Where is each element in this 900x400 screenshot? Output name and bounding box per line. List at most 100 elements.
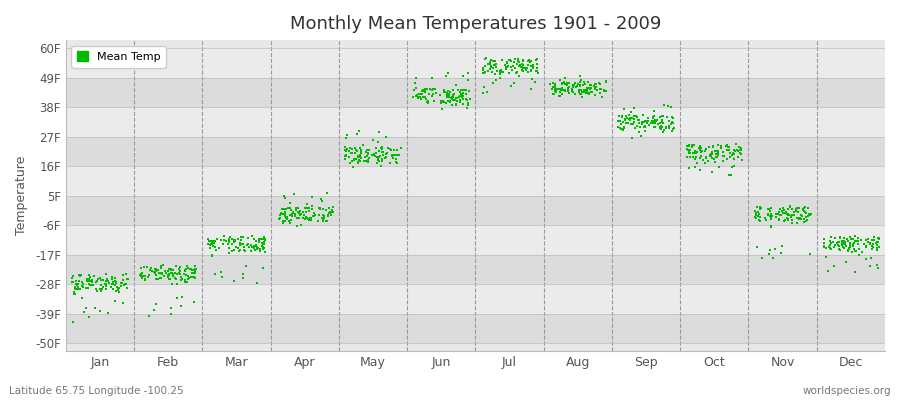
- Y-axis label: Temperature: Temperature: [15, 156, 28, 235]
- Point: [803, 250, 817, 257]
- Point: [822, 268, 836, 274]
- Point: [108, 275, 122, 282]
- Point: [525, 76, 539, 82]
- Point: [529, 68, 544, 74]
- Point: [817, 240, 832, 246]
- Point: [645, 114, 660, 121]
- Point: [625, 115, 639, 122]
- Point: [379, 134, 393, 141]
- Point: [454, 91, 469, 98]
- Point: [425, 93, 439, 100]
- Point: [257, 241, 272, 247]
- Point: [583, 84, 598, 91]
- Point: [556, 79, 571, 85]
- Point: [167, 269, 182, 276]
- Point: [638, 128, 652, 134]
- Bar: [66, 48, 885, 78]
- Point: [859, 244, 873, 251]
- Point: [760, 206, 775, 212]
- Point: [636, 118, 651, 125]
- Point: [326, 204, 340, 210]
- Point: [789, 215, 804, 222]
- Point: [726, 163, 741, 169]
- Point: [361, 150, 375, 157]
- Point: [598, 88, 613, 95]
- Point: [120, 284, 134, 291]
- Point: [137, 272, 151, 279]
- Point: [225, 236, 239, 242]
- Point: [850, 235, 865, 241]
- Point: [501, 63, 516, 70]
- Point: [460, 105, 474, 111]
- Point: [225, 241, 239, 248]
- Point: [617, 125, 632, 132]
- Bar: [66, 225, 885, 255]
- Point: [115, 277, 130, 283]
- Point: [871, 235, 886, 241]
- Point: [627, 115, 642, 122]
- Point: [627, 113, 642, 120]
- Point: [434, 99, 448, 106]
- Point: [859, 256, 873, 262]
- Point: [764, 216, 778, 222]
- Point: [420, 86, 435, 92]
- Point: [105, 280, 120, 287]
- Point: [842, 248, 856, 254]
- Point: [276, 217, 291, 224]
- Point: [493, 68, 508, 74]
- Point: [154, 265, 168, 271]
- Point: [347, 145, 362, 151]
- Point: [256, 245, 271, 251]
- Point: [818, 245, 832, 251]
- Point: [205, 240, 220, 246]
- Point: [205, 237, 220, 244]
- Point: [498, 62, 512, 68]
- Point: [378, 155, 392, 161]
- Point: [476, 69, 491, 76]
- Point: [662, 125, 676, 132]
- Point: [182, 275, 196, 282]
- Point: [362, 146, 376, 153]
- Point: [456, 96, 471, 102]
- Point: [703, 153, 717, 160]
- Point: [764, 205, 778, 211]
- Point: [248, 243, 262, 249]
- Point: [841, 236, 855, 242]
- Point: [106, 285, 121, 292]
- Point: [150, 276, 165, 282]
- Point: [620, 114, 634, 121]
- Point: [574, 93, 589, 100]
- Point: [159, 270, 174, 276]
- Point: [169, 270, 184, 277]
- Point: [149, 268, 164, 274]
- Point: [65, 274, 79, 281]
- Point: [844, 236, 859, 242]
- Point: [866, 244, 880, 250]
- Point: [187, 266, 202, 272]
- Point: [94, 282, 109, 288]
- Point: [622, 116, 636, 122]
- Point: [502, 70, 517, 77]
- Point: [434, 98, 448, 105]
- Point: [116, 300, 130, 306]
- Point: [803, 212, 817, 218]
- Point: [705, 149, 719, 155]
- Point: [389, 156, 403, 162]
- Point: [295, 215, 310, 221]
- Point: [374, 156, 389, 162]
- Point: [134, 275, 148, 281]
- Point: [681, 150, 696, 157]
- Point: [356, 142, 371, 148]
- Point: [632, 128, 646, 135]
- Point: [796, 206, 810, 213]
- Bar: [66, 78, 885, 107]
- Point: [373, 153, 387, 159]
- Point: [82, 272, 96, 278]
- Point: [558, 81, 572, 87]
- Point: [793, 214, 807, 221]
- Point: [731, 148, 745, 154]
- Point: [184, 266, 198, 272]
- Point: [439, 72, 454, 79]
- Point: [181, 276, 195, 282]
- Point: [778, 210, 793, 216]
